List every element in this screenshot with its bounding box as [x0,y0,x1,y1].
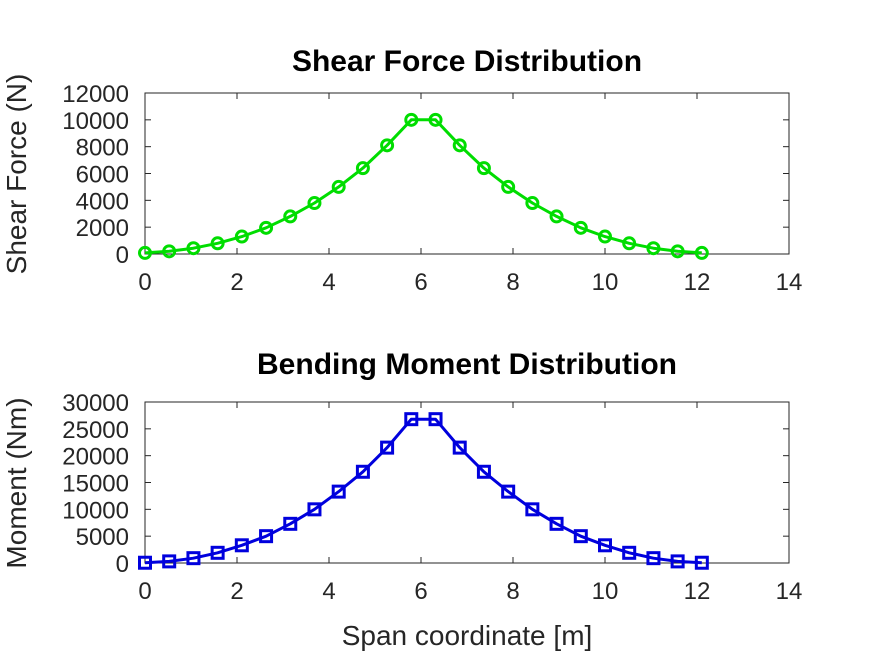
shear-data-point [380,138,395,153]
moment-y-tick-label: 20000 [62,444,129,471]
moment-subplot: Bending Moment Distribution 0 2 4 6 8 10 12 14 0… [1,348,802,651]
moment-x-tick-label: 12 [684,578,711,605]
shear-data-point [452,138,467,153]
moment-data-point [331,484,346,499]
shear-x-tick-label: 10 [592,269,619,296]
shear-x-tick-label: 4 [322,269,335,296]
shear-y-tick-label: 8000 [76,135,129,162]
shear-data-point [307,196,322,211]
moment-data-point [428,412,443,427]
moment-data-point [452,440,467,455]
moment-y-tick-label: 10000 [62,497,129,524]
shear-data-point [501,179,516,194]
shear-data-point [283,209,298,224]
shear-data-point [259,220,274,235]
moment-y-label: Moment (Nm) [1,397,32,568]
moment-axes: 0 2 4 6 8 10 12 1405000100001500020000250003000… [62,390,802,605]
moment-x-tick-label: 6 [414,578,427,605]
moment-data-point [138,555,152,570]
moment-x-tick-label: 10 [592,578,619,605]
moment-x-tick-label: 14 [776,578,803,605]
shear-y-tick-label: 10000 [62,108,129,135]
moment-data-point [670,554,685,569]
moment-title: Bending Moment Distribution [257,348,677,381]
moment-x-tick-label: 0 [138,578,151,605]
shear-y-tick-label: 6000 [76,162,129,189]
moment-data-point [162,554,177,569]
moment-y-tick-label: 0 [116,551,129,578]
shear-data-point [694,245,709,260]
moment-data-point [307,502,322,517]
shear-data-point [331,179,346,194]
shear-data-point [670,244,685,259]
moment-data-point [573,529,588,544]
moment-data-point [694,555,709,570]
shear-x-tick-label: 14 [776,269,803,296]
shear-x-tick-label: 0 [138,269,151,296]
moment-data-point [622,545,637,560]
shear-data-point [598,229,612,244]
shear-data-point [234,229,249,244]
moment-x-tick-label: 8 [506,578,519,605]
moment-data-point [186,551,201,566]
shear-data-point [210,236,225,251]
shear-series-line [144,118,702,255]
shear-data-point [162,244,177,259]
moment-x-tick-label: 2 [230,578,243,605]
moment-data-point [549,516,564,531]
shear-x-tick-label: 8 [506,269,519,296]
moment-x-label: Span coordinate [m] [342,620,593,651]
shear-data-point [355,161,370,176]
shear-y-label: Shear Force (N) [1,74,32,275]
shear-x-tick-label: 2 [230,269,243,296]
moment-data-point [283,516,298,531]
moment-y-tick-label: 15000 [62,471,129,498]
shear-x-tick-label: 6 [414,269,427,296]
moment-data-point [598,538,612,553]
moment-series-line [144,417,702,565]
moment-data-point [210,545,225,560]
shear-y-tick-label: 0 [116,242,129,269]
shear-y-tick-label: 4000 [76,188,129,215]
shear-data-point [404,112,419,127]
moment-data-point [259,529,274,544]
moment-data-point [404,412,419,427]
shear-data-point [476,161,491,176]
moment-y-tick-label: 30000 [62,390,129,417]
moment-data-point [355,464,370,479]
moment-x-tick-label: 4 [322,578,335,605]
moment-data-point [234,538,249,553]
moment-data-point [646,551,661,566]
moment-series [138,412,709,570]
moment-y-tick-label: 25000 [62,417,129,444]
shear-y-tick-label: 12000 [62,81,129,108]
shear-y-tick-label: 2000 [76,215,129,242]
shear-data-point [549,209,564,224]
moment-y-tick-label: 5000 [76,524,129,551]
moment-data-point [476,464,491,479]
shear-title: Shear Force Distribution [292,45,642,78]
shear-series [138,112,709,260]
shear-data-point [428,112,443,127]
shear-data-point [525,196,540,211]
shear-x-tick-label: 12 [684,269,711,296]
moment-data-point [525,502,540,517]
shear-data-point [622,236,637,251]
shear-data-point [186,241,201,256]
shear-data-point [138,245,152,260]
shear-force-subplot: Shear Force Distribution 0 2 4 6 8 10 12 140200… [1,45,802,296]
moment-data-point [501,484,516,499]
moment-data-point [380,440,395,455]
shear-data-point [573,220,588,235]
shear-data-point [646,241,661,256]
